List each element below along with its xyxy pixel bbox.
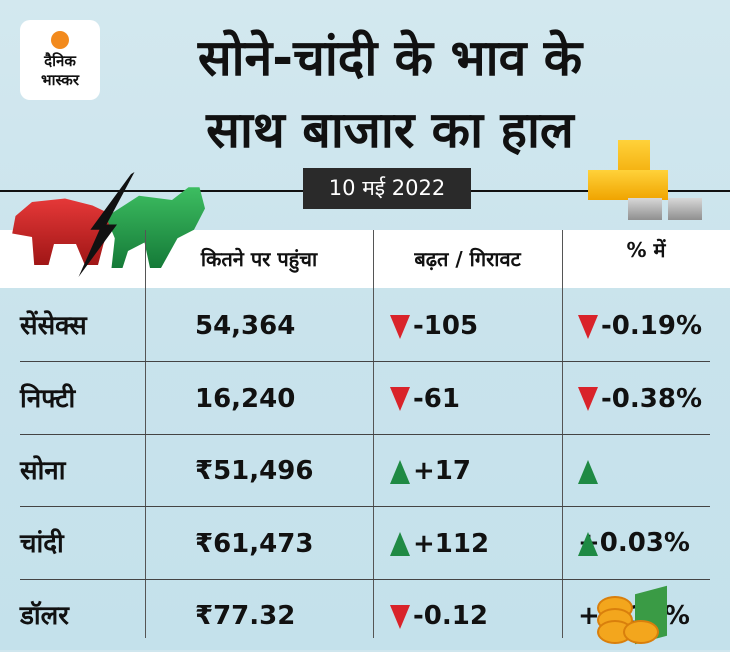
row-percent: -0.38%: [578, 363, 702, 435]
arrow-down-icon: [578, 387, 598, 411]
header-change: बढ़त / गिरावट: [414, 247, 521, 271]
dainik-bhaskar-logo: दैनिक भास्कर: [20, 20, 100, 100]
change-text: -0.12: [413, 601, 488, 631]
sun-icon: [51, 31, 69, 49]
headline-line1: सोने-चांदी के भाव के: [197, 29, 583, 87]
row-percent: +0.18%: [578, 508, 710, 631]
table-row: डॉलर ₹77.32 -0.12: [20, 580, 710, 652]
coins-cash-icon: [597, 585, 667, 650]
row-change: -105: [390, 290, 478, 362]
date-badge: 10 मई 2022: [303, 168, 471, 209]
change-text: -61: [413, 383, 460, 414]
percent-text: -0.38%: [601, 383, 702, 414]
change-text: -105: [413, 311, 479, 341]
arrow-down-icon: [390, 387, 410, 411]
table-header: कितने पर पहुंचा बढ़त / गिरावट % में: [0, 230, 730, 288]
row-value: 16,240: [195, 383, 296, 414]
table-row: निफ्टी 16,240 -61 -0.38%: [20, 363, 710, 435]
row-value: ₹61,473: [195, 528, 314, 559]
row-value: 54,364: [195, 311, 296, 341]
arrow-up-icon: [578, 532, 598, 556]
change-text: +112: [413, 528, 490, 559]
table-row: सेंसेक्स 54,364 -105 -0.19%: [20, 290, 710, 362]
row-change: -61: [390, 363, 460, 435]
logo-text-line2: भास्कर: [41, 71, 79, 89]
row-name: चांदी: [20, 528, 64, 559]
row-name: डॉलर: [20, 601, 69, 631]
header-value: कितने पर पहुंचा: [200, 247, 318, 271]
row-value: ₹51,496: [195, 456, 314, 486]
arrow-down-icon: [390, 604, 410, 629]
row-percent: +0.03%: [578, 435, 710, 558]
row-name: सोना: [20, 456, 66, 486]
arrow-up-icon: [390, 459, 410, 484]
table-row: चांदी ₹61,473 +112 +0.18%: [20, 508, 710, 631]
header-percent: % में: [626, 238, 666, 262]
arrow-up-icon: [390, 532, 410, 556]
change-text: +17: [413, 456, 471, 486]
row-value: ₹77.32: [195, 601, 296, 631]
row-percent: -0.19%: [578, 290, 702, 362]
gold-silver-bars-icon: [588, 140, 702, 220]
row-change: +17: [390, 435, 471, 507]
row-name: सेंसेक्स: [20, 311, 87, 341]
row-name: निफ्टी: [20, 383, 76, 414]
headline-line2: साथ बाजार का हाल: [206, 101, 574, 159]
arrow-down-icon: [390, 314, 410, 339]
logo-text-line1: दैनिक: [44, 52, 76, 70]
arrow-down-icon: [578, 314, 598, 339]
percent-text: -0.19%: [601, 311, 702, 341]
table-row: सोना ₹51,496 +17 +0.03%: [20, 435, 710, 558]
row-change: -0.12: [390, 580, 488, 652]
row-change: +112: [390, 508, 489, 580]
arrow-up-icon: [578, 459, 598, 484]
